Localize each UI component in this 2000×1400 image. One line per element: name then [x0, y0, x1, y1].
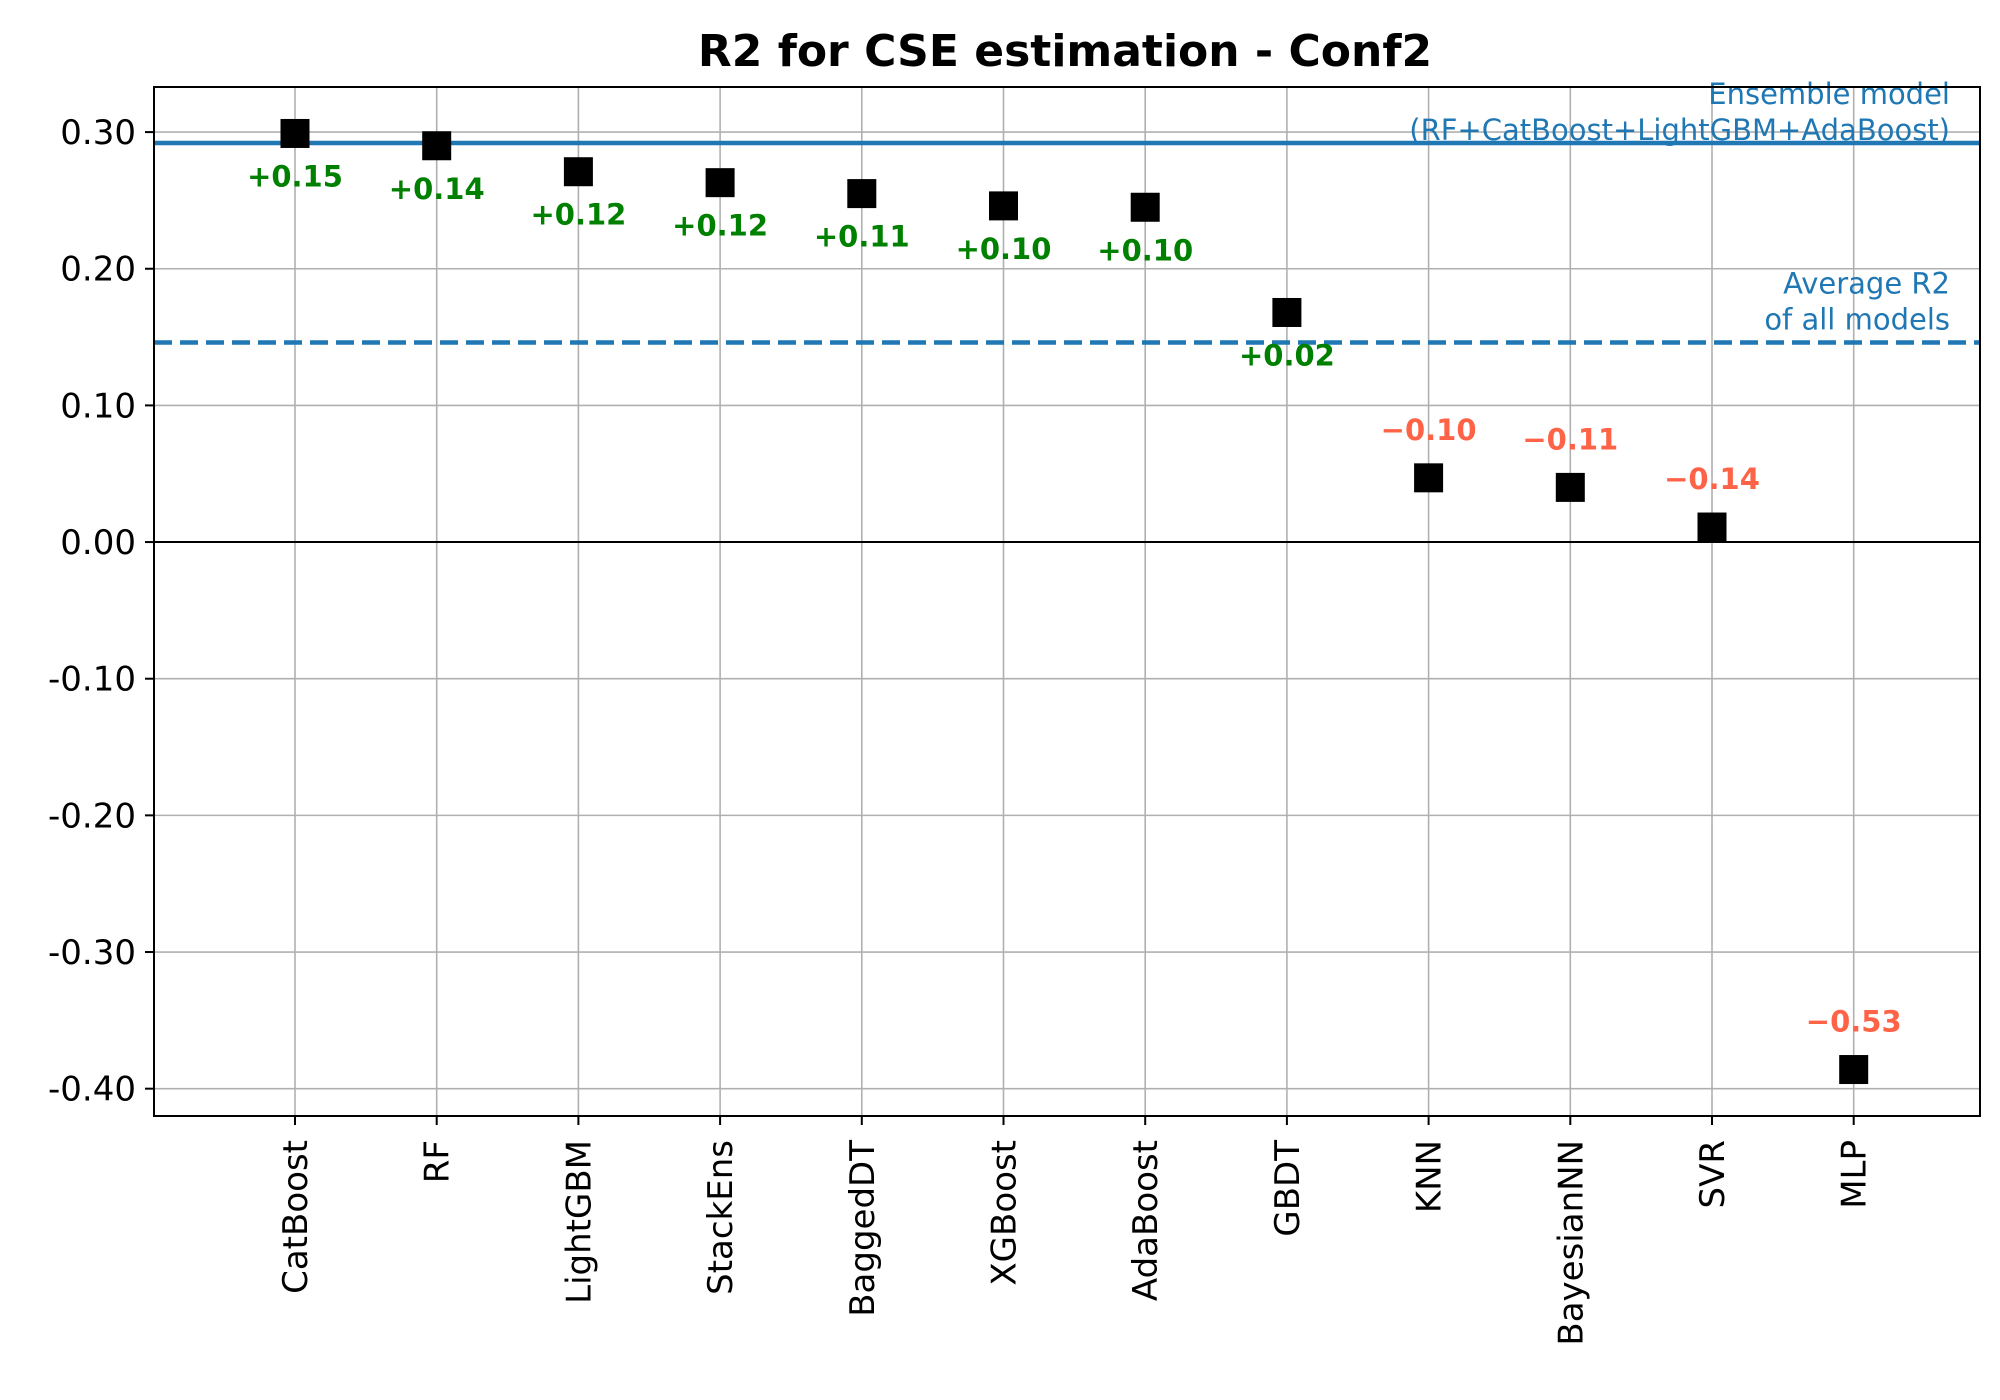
x-tick-label: BayesianNN	[1551, 1140, 1591, 1346]
x-tick-label: GBDT	[1268, 1140, 1308, 1237]
data-point	[1130, 192, 1160, 222]
x-tick-label: MLP	[1835, 1140, 1875, 1209]
point-annotation: +0.10	[956, 232, 1052, 266]
chart-title: R2 for CSE estimation - Conf2	[698, 26, 1432, 77]
point-annotation: +0.15	[247, 159, 343, 193]
reference-line-label: Average R2	[1783, 267, 1950, 301]
point-annotation: −0.14	[1664, 462, 1760, 496]
x-tick-label: LightGBM	[559, 1140, 599, 1304]
y-tick-label: 0.30	[60, 113, 136, 153]
data-point	[1697, 512, 1727, 542]
x-tick-label: XGBoost	[985, 1140, 1025, 1286]
y-tick-label: 0.20	[60, 250, 136, 290]
point-annotation: +0.12	[672, 209, 768, 243]
point-annotation: +0.12	[530, 198, 626, 232]
data-points	[280, 118, 1869, 1085]
data-point	[1839, 1055, 1869, 1085]
point-annotation: −0.11	[1522, 422, 1618, 456]
point-annotations: +0.15 +0.14 +0.12 +0.12 +0.11 +0.10 +0.10 +0.02…	[247, 159, 1902, 1038]
y-tick-label: -0.20	[48, 796, 136, 836]
plot-frame	[153, 86, 1981, 1117]
x-tick-label: RF	[418, 1140, 458, 1183]
y-tick-label: -0.10	[48, 660, 136, 700]
x-tick-label: CatBoost	[276, 1140, 316, 1294]
x-tick-label: KNN	[1410, 1140, 1450, 1213]
point-annotation: +0.02	[1239, 338, 1335, 372]
data-point	[847, 179, 877, 209]
data-point	[563, 157, 593, 187]
point-annotation: −0.10	[1381, 413, 1477, 447]
grid-layer	[154, 87, 1980, 1116]
data-point	[280, 118, 310, 148]
x-tick-label: BaggedDT	[843, 1140, 883, 1317]
data-point	[1414, 463, 1444, 493]
point-annotation: +0.14	[389, 172, 485, 206]
reference-line-label: of all models	[1764, 303, 1950, 337]
data-point	[1555, 472, 1585, 502]
data-point	[989, 191, 1018, 221]
data-point	[422, 131, 452, 161]
reference-line-label: Ensemble model	[1708, 77, 1950, 111]
x-tick-label: StackEns	[701, 1140, 741, 1295]
y-tick-label: -0.40	[48, 1070, 136, 1110]
y-tick-label: 0.10	[60, 386, 136, 426]
point-annotation: +0.11	[814, 220, 910, 254]
x-tick-label: SVR	[1693, 1140, 1733, 1208]
reference-line-label: (RF+CatBoost+LightGBM+AdaBoost)	[1409, 113, 1950, 147]
data-point	[1272, 297, 1302, 327]
point-annotation: −0.53	[1806, 1005, 1902, 1039]
x-axis-ticks: CatBoost RF LightGBM StackEns BaggedDT XGBoos…	[276, 1116, 1875, 1346]
point-annotation: +0.10	[1097, 233, 1193, 267]
y-axis-ticks: 0.30 0.20 0.10 0.00 -0.10 -0.20 -0.30 -0.40	[48, 113, 154, 1110]
reference-lines: Ensemble model(RF+CatBoost+LightGBM+AdaB…	[154, 77, 1980, 544]
x-tick-label: AdaBoost	[1126, 1140, 1166, 1301]
y-tick-label: 0.00	[60, 523, 136, 563]
data-point	[705, 168, 735, 198]
y-tick-label: -0.30	[48, 933, 136, 973]
